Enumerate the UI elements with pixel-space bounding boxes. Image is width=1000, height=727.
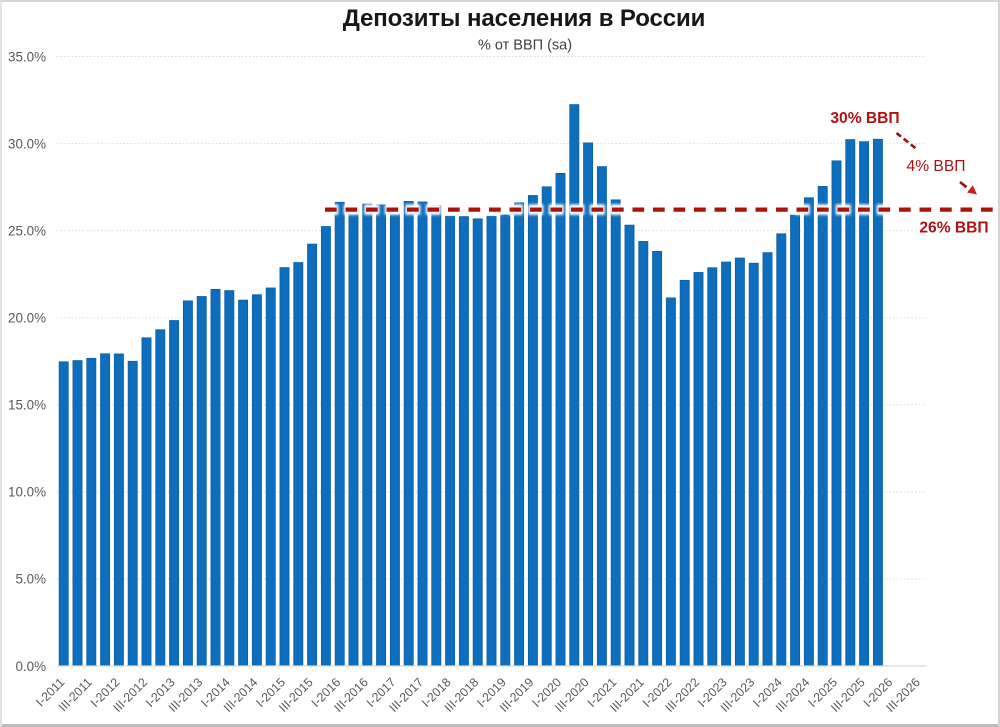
- svg-text:Депозиты населения в России: Депозиты населения в России: [343, 5, 706, 32]
- svg-text:0.0%: 0.0%: [15, 659, 46, 674]
- svg-text:15.0%: 15.0%: [8, 398, 46, 413]
- svg-text:25.0%: 25.0%: [8, 223, 46, 238]
- svg-text:5.0%: 5.0%: [15, 572, 46, 587]
- svg-text:20.0%: 20.0%: [8, 311, 46, 326]
- svg-text:35.0%: 35.0%: [8, 49, 46, 64]
- svg-text:30.0%: 30.0%: [8, 136, 46, 151]
- svg-text:% от ВВП (sa): % от ВВП (sa): [478, 38, 572, 54]
- svg-text:10.0%: 10.0%: [8, 485, 46, 500]
- svg-text:30% ВВП: 30% ВВП: [830, 110, 899, 127]
- svg-text:26% ВВП: 26% ВВП: [919, 220, 988, 237]
- svg-text:4% ВВП: 4% ВВП: [907, 158, 966, 175]
